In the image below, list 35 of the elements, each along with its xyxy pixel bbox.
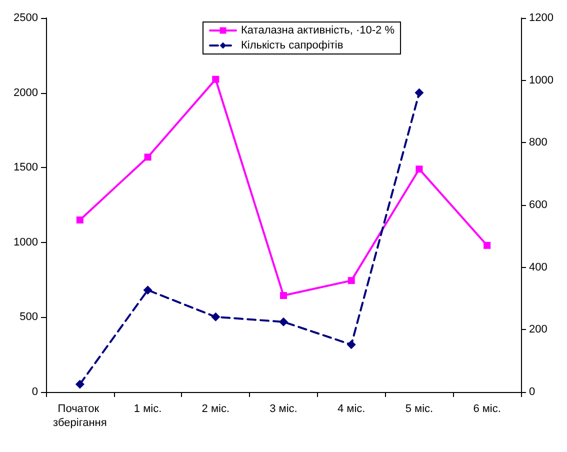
x-tick-label: 6 міс. [473, 403, 501, 415]
x-tick-label: 1 міс. [134, 403, 162, 415]
point [484, 242, 491, 249]
point [279, 317, 288, 326]
y2-tick-label: 200 [529, 324, 548, 336]
point [212, 76, 220, 83]
y2-tick-label: 0 [529, 386, 536, 398]
y-tick-label: 0 [32, 386, 38, 398]
legend-label: Кількість сапрофітів [241, 40, 344, 52]
x-tick-label: Початок зберігання [53, 403, 107, 429]
point [75, 380, 84, 389]
y-tick-label: 2000 [14, 86, 38, 99]
legend-label: Каталазна активність, ·10-2 % [241, 24, 395, 36]
y-tick-label: 2500 [14, 12, 38, 24]
x-tick-label: 5 міс. [405, 403, 434, 415]
y2-tick-label: 1000 [529, 74, 554, 86]
point [280, 292, 287, 300]
y-tick-label: 1500 [14, 162, 38, 174]
point [76, 216, 84, 224]
y-tick-label: 1000 [14, 236, 38, 248]
point [143, 286, 152, 295]
point [346, 340, 356, 350]
point [414, 88, 424, 98]
x-tick-label: 2 міс. [202, 403, 230, 415]
point [211, 312, 220, 322]
y-tick-label: 500 [20, 311, 38, 324]
x-tick-label: 3 міс. [270, 403, 298, 415]
y2-tick-label: 400 [529, 261, 548, 274]
point [416, 166, 423, 173]
point [144, 154, 152, 161]
y2-tick-label: 600 [529, 199, 548, 211]
y2-tick-label: 1200 [529, 12, 554, 24]
point [348, 277, 355, 284]
y2-tick-label: 800 [529, 136, 548, 149]
x-tick-label: 4 міс. [337, 403, 366, 415]
